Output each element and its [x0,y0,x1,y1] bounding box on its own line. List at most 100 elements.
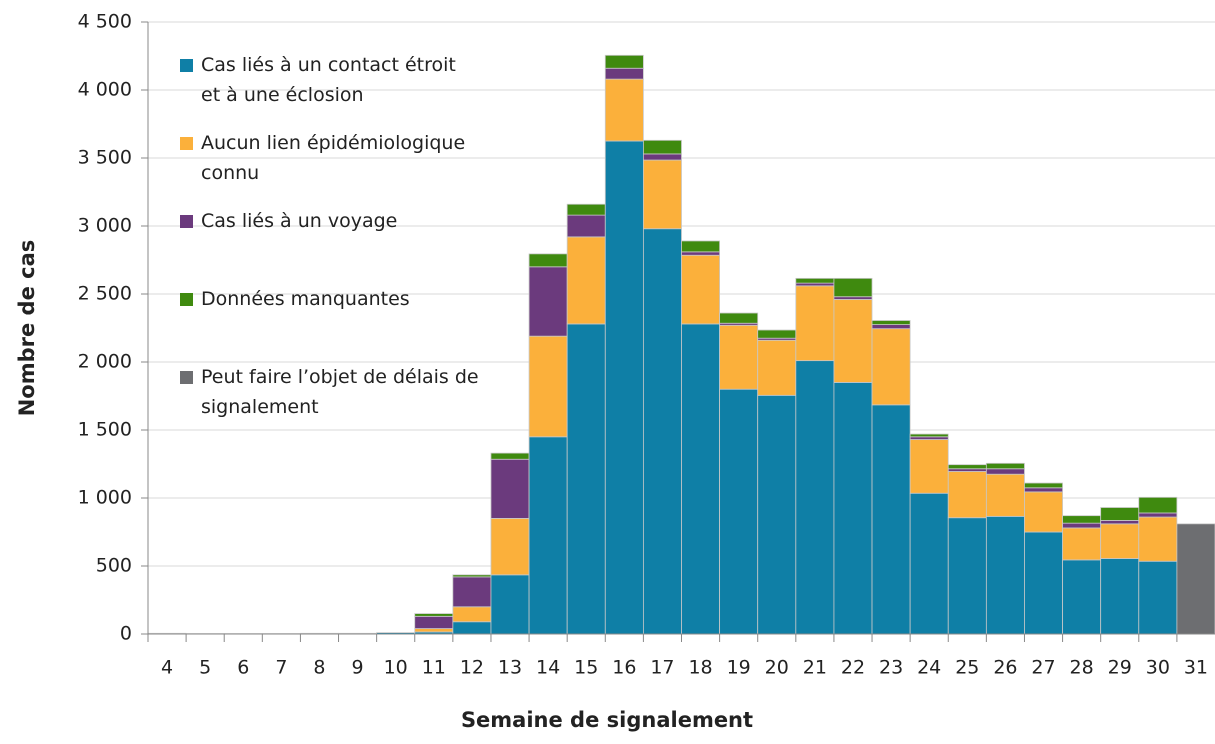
bar-segment [719,324,759,390]
bar-segment [490,574,530,635]
legend: Cas liés à un contact étroit et à une éc… [180,50,480,440]
bar-segment [833,296,873,300]
bar-segment [795,277,835,284]
bar-segment [1024,482,1063,489]
y-tick-label: 4 500 [78,11,132,33]
x-tick-label: 15 [574,657,598,679]
bar-segment [604,78,644,142]
x-tick-label: 27 [1031,657,1055,679]
bar-segment [414,613,454,617]
bar-segment [490,518,530,576]
bar-segment [909,492,949,635]
x-tick-label: 10 [384,657,408,679]
legend-item: Cas liés à un voyage [180,206,480,284]
bar-segment [604,67,644,80]
bar-segment [1138,560,1178,635]
x-tick-label: 20 [765,657,789,679]
bar-segment [757,339,797,396]
bar-segment [833,381,873,635]
y-tick-label: 0 [120,623,132,645]
x-tick-label: 31 [1184,657,1208,679]
bar-segment [985,515,1025,635]
legend-label: Cas liés à un voyage [201,210,398,232]
legend-item: Aucun lien épidémiologique connu [180,128,480,206]
x-tick-label: 18 [688,657,712,679]
bar-segment [985,468,1025,475]
bar-segment [757,329,797,339]
legend-label: Données manquantes [201,288,410,310]
legend-label: Aucun lien épidémiologique connu [201,132,466,184]
x-tick-label: 9 [352,657,364,679]
bar-segment [681,254,721,325]
bar-segment [909,439,949,494]
bar-segment [1062,515,1102,524]
bar-segment [1100,523,1140,559]
bar-segment [1062,559,1102,635]
legend-item: Peut faire l’objet de délais de signalem… [180,362,480,440]
bar-segment [947,517,987,635]
bar-segment [1062,522,1102,529]
x-tick-label: 4 [161,657,173,679]
x-tick-label: 7 [275,657,287,679]
bar-segment [757,394,797,635]
bar-segment [1100,520,1140,525]
x-tick-label: 6 [237,657,249,679]
bar-segment [681,323,721,635]
bar-segment [909,436,949,440]
bar-segment [871,328,911,406]
x-axis-label: Semaine de signalement [461,708,753,732]
bar-segment [414,628,454,633]
y-tick-label: 3 000 [78,215,132,237]
bar-segment [566,214,606,238]
x-tick-label: 8 [313,657,325,679]
bar-segment [909,433,949,438]
bar-segment [795,285,835,362]
bar-segment [642,139,682,155]
bar-segment [528,436,568,635]
legend-label: Cas liés à un contact étroit et à une éc… [201,54,456,106]
bar-segment [871,324,911,330]
bar-segment [452,574,492,578]
bar-segment [833,299,873,383]
bar-segment [681,251,721,256]
legend-item: Cas liés à un contact étroit et à une éc… [180,50,480,128]
x-tick-label: 29 [1108,657,1132,679]
y-tick-label: 1 500 [78,419,132,441]
bar-segment [566,203,606,216]
bar-segment [452,606,492,623]
bar-segment [1100,507,1140,521]
legend-label: Peut faire l’objet de délais de signalem… [201,366,479,418]
y-tick-label: 500 [96,555,132,577]
x-tick-label: 23 [879,657,903,679]
x-tick-label: 30 [1146,657,1170,679]
x-tick-label: 24 [917,657,941,679]
legend-swatch [180,293,193,306]
bar-segment [566,236,606,325]
x-tick-label: 26 [993,657,1017,679]
bar-segment [795,360,835,635]
bar-segment [528,266,568,337]
y-axis-label: Nombre de cas [15,240,39,417]
bar-segment [719,388,759,635]
bar-segment [719,312,759,324]
x-tick-label: 16 [612,657,636,679]
bar-segment [452,621,492,635]
bar-segment [566,323,606,635]
bar-segment [1176,523,1215,635]
x-tick-label: 14 [536,657,560,679]
x-tick-label: 13 [498,657,522,679]
bar-segment [795,282,835,287]
bar-segment [681,240,721,253]
y-tick-label: 4 000 [78,79,132,101]
bar-segment [490,458,530,519]
bar-segment [604,140,644,635]
x-tick-label: 21 [803,657,827,679]
bar-segment [947,468,987,472]
bar-segment [947,471,987,519]
bar-segment [1138,516,1178,562]
bar-segment [1024,531,1063,635]
x-tick-label: 22 [841,657,865,679]
x-tick-label: 28 [1070,657,1094,679]
